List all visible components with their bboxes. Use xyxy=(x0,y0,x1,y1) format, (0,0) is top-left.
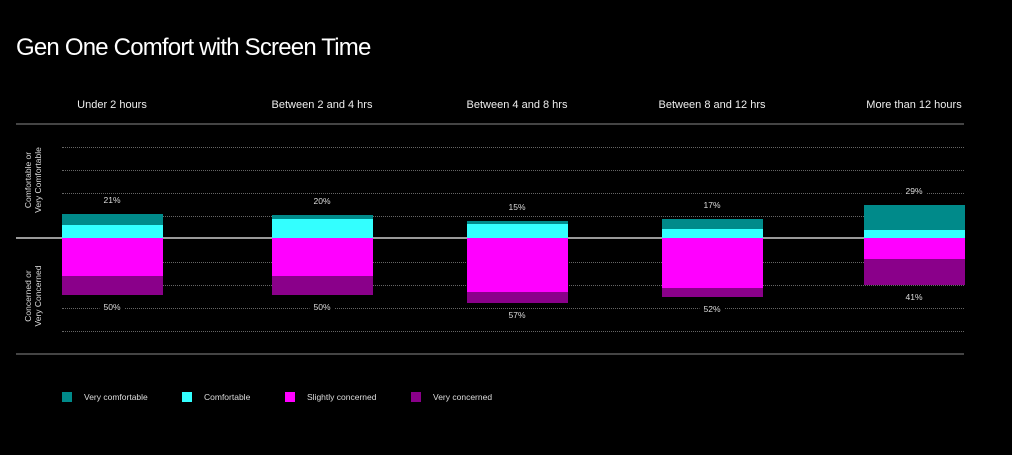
legend: Very comfortable Comfortable Slightly co… xyxy=(62,392,492,402)
legend-swatch xyxy=(411,392,421,402)
segment-very-concerned xyxy=(467,291,568,303)
segment-very-comfortable xyxy=(864,204,965,231)
segment-very-comfortable xyxy=(62,214,163,226)
stacked-bar xyxy=(272,215,373,295)
category-label: Between 8 and 12 hrs xyxy=(658,99,766,111)
segment-comfortable xyxy=(662,228,763,238)
legend-swatch xyxy=(182,392,192,402)
total-comfortable-label: 15% xyxy=(504,201,530,212)
legend-swatch xyxy=(285,392,295,402)
stacked-bar xyxy=(62,214,163,295)
gridline xyxy=(62,170,964,171)
segment-very-comfortable xyxy=(467,220,568,225)
gridline xyxy=(62,216,964,217)
segment-slightly-concerned xyxy=(662,237,763,289)
segment-very-concerned xyxy=(864,258,965,285)
segment-very-concerned xyxy=(272,275,373,295)
gridline xyxy=(62,147,964,148)
total-comfortable-label: 29% xyxy=(901,185,927,196)
gridline xyxy=(62,331,964,332)
y-label-line: Concerned or xyxy=(23,270,33,322)
total-comfortable-label: 21% xyxy=(99,195,125,206)
segment-very-concerned xyxy=(662,288,763,298)
category-label: Between 2 and 4 hrs xyxy=(271,99,373,111)
total-comfortable-label: 20% xyxy=(309,196,335,207)
legend-item-comfortable: Comfortable xyxy=(182,392,285,402)
y-label-line: Very Comfortable xyxy=(33,147,43,213)
segment-comfortable xyxy=(62,225,163,238)
bottom-rule xyxy=(16,353,964,355)
segment-slightly-concerned xyxy=(467,237,568,292)
legend-label: Slightly concerned xyxy=(307,392,377,402)
total-concerned-label: 50% xyxy=(309,302,335,312)
gridline xyxy=(62,193,964,194)
y-label-line: Very Concerned xyxy=(33,265,43,327)
total-concerned-label: 57% xyxy=(504,309,530,320)
total-comfortable-label: 17% xyxy=(699,199,725,210)
y-label-concerned: Concerned or Very Concerned xyxy=(23,251,43,341)
legend-label: Comfortable xyxy=(204,392,251,402)
legend-label: Very concerned xyxy=(433,392,493,402)
top-rule xyxy=(16,123,964,125)
category-label: Between 4 and 8 hrs xyxy=(466,99,568,111)
segment-slightly-concerned xyxy=(864,237,965,259)
segment-slightly-concerned xyxy=(272,237,373,276)
segment-comfortable xyxy=(864,230,965,238)
category-label: Under 2 hours xyxy=(77,99,147,111)
segment-very-comfortable xyxy=(272,215,373,219)
legend-label: Very comfortable xyxy=(84,392,148,402)
stacked-bar xyxy=(864,204,965,285)
category-label: More than 12 hours xyxy=(866,99,962,111)
stacked-bar xyxy=(662,218,763,298)
legend-swatch xyxy=(62,392,72,402)
stacked-bar xyxy=(467,220,568,303)
legend-item-very-concerned: Very concerned xyxy=(411,392,492,402)
y-label-comfortable: Comfortable or Very Comfortable xyxy=(23,135,43,225)
chart-title: Gen One Comfort with Screen Time xyxy=(16,34,371,61)
total-concerned-label: 52% xyxy=(699,304,725,315)
segment-comfortable xyxy=(272,218,373,238)
gridline xyxy=(62,308,964,309)
segment-comfortable xyxy=(467,224,568,238)
total-concerned-label: 41% xyxy=(901,291,927,302)
legend-item-very-comfortable: Very comfortable xyxy=(62,392,182,402)
total-concerned-label: 50% xyxy=(99,302,125,312)
segment-very-concerned xyxy=(62,275,163,295)
legend-item-slightly-concerned: Slightly concerned xyxy=(285,392,411,402)
segment-very-comfortable xyxy=(662,218,763,229)
segment-slightly-concerned xyxy=(62,237,163,276)
y-label-line: Comfortable or xyxy=(23,151,33,209)
